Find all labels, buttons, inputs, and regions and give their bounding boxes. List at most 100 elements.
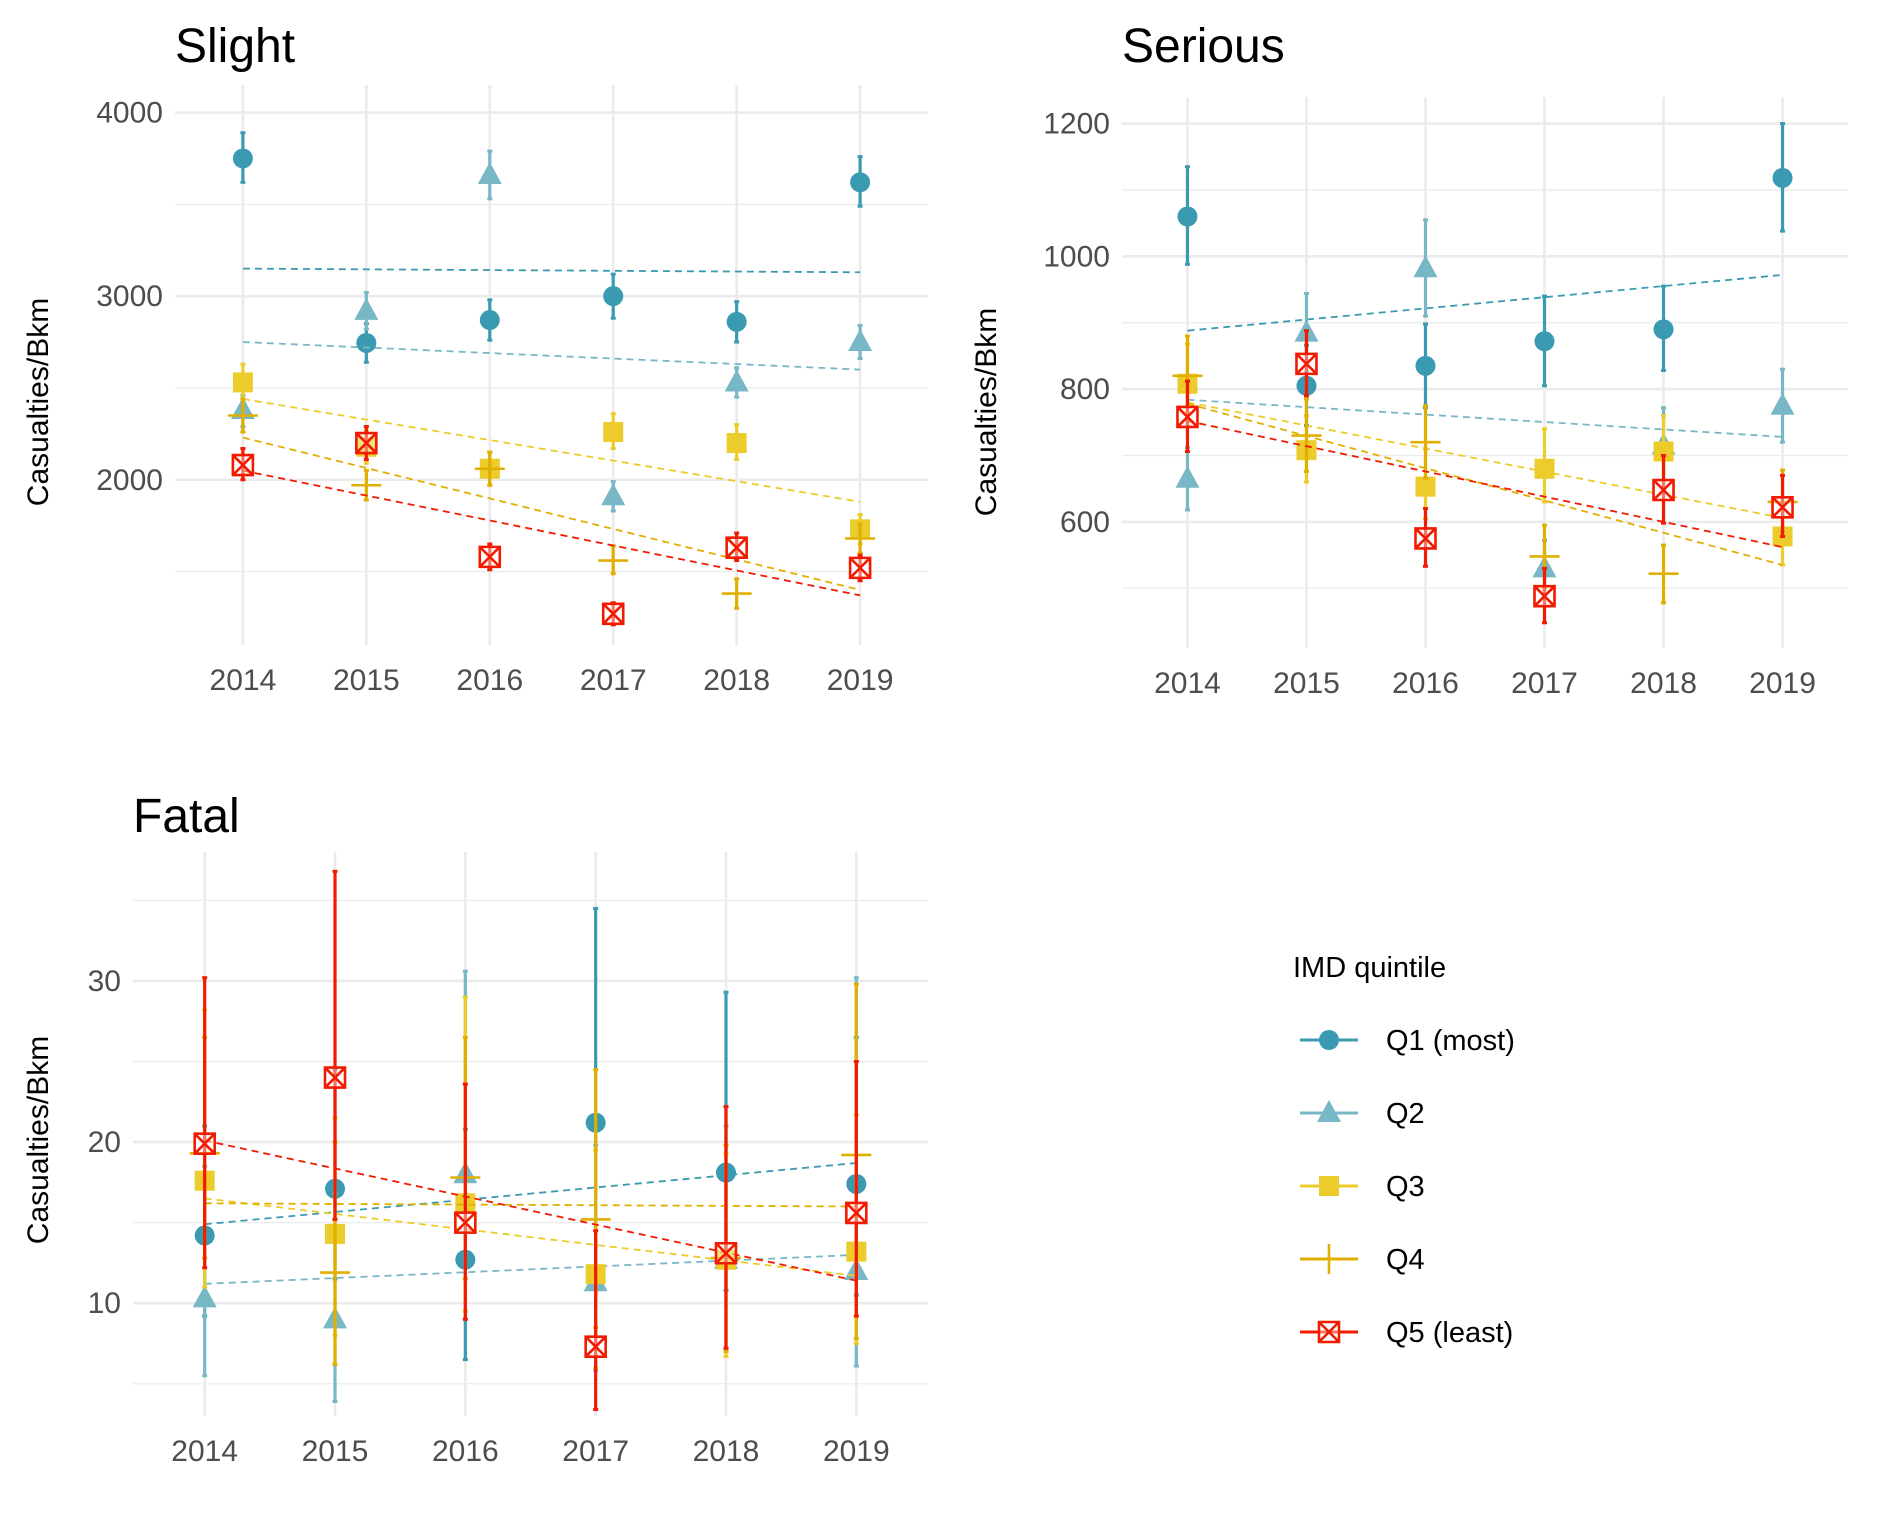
- data-point: [850, 172, 871, 193]
- series-fatal-3: [194, 995, 867, 1370]
- trend-line: [242, 436, 861, 591]
- legend-key-marker: [1317, 1320, 1341, 1344]
- data-point: [1415, 476, 1436, 497]
- y-tick-label: 800: [1060, 373, 1110, 406]
- panel-title-serious: Serious: [1122, 20, 1285, 73]
- series-slight-5: [231, 425, 872, 627]
- data-point: [598, 545, 629, 576]
- trend-line: [204, 1139, 857, 1282]
- data-point: [354, 297, 379, 320]
- x-tick-label: 2016: [456, 664, 523, 697]
- x-tick-label: 2019: [1749, 667, 1816, 700]
- data-point: [603, 422, 624, 443]
- data-point: [1534, 458, 1555, 479]
- legend-label: Q3: [1386, 1171, 1425, 1203]
- trend-line: [242, 398, 861, 503]
- data-point: [227, 400, 258, 431]
- x-tick-label: 2017: [580, 664, 647, 697]
- panel-title-slight: Slight: [175, 20, 295, 73]
- series-serious-3: [1177, 342, 1793, 567]
- data-point: [1175, 465, 1200, 488]
- series-slight-1: [232, 131, 871, 364]
- trend-line: [1187, 420, 1783, 548]
- x-tick-label: 2015: [333, 664, 400, 697]
- grid-slight: [175, 85, 928, 645]
- x-tick-label: 2014: [210, 664, 277, 697]
- legend-item-q2: Q2: [1300, 1098, 1425, 1130]
- series-serious-2: [1175, 218, 1795, 597]
- y-axis-title-slight: Casualties/Bkm: [22, 298, 55, 506]
- data-point: [1295, 352, 1318, 376]
- y-tick-label: 600: [1060, 506, 1110, 539]
- data-point: [477, 161, 502, 184]
- data-point: [845, 1201, 868, 1225]
- data-point: [1648, 558, 1679, 589]
- legend-item-q5: Q5 (least): [1300, 1317, 1513, 1349]
- data-point: [724, 369, 749, 392]
- data-point: [1534, 331, 1555, 352]
- data-point: [601, 602, 625, 626]
- grid-serious: [1122, 97, 1848, 648]
- data-point: [320, 1257, 351, 1288]
- y-axis-title-fatal: Casualties/Bkm: [22, 1036, 55, 1244]
- trend-line: [242, 341, 861, 371]
- legend-item-q3: Q3: [1300, 1171, 1425, 1203]
- data-point: [603, 286, 624, 307]
- y-tick-label: 30: [88, 965, 121, 998]
- legend-key-marker: [1314, 1244, 1344, 1274]
- legend-key-marker: [1317, 1100, 1341, 1122]
- data-point: [474, 453, 505, 484]
- data-point: [1415, 355, 1436, 376]
- data-point: [1770, 392, 1795, 415]
- series-slight-4: [227, 397, 876, 610]
- data-point: [478, 545, 502, 569]
- panel-fatal: Fatal Casualties/Bkm 10 20 30 2014 2015 2016 2…: [22, 790, 928, 1468]
- x-tick-label: 2014: [1154, 667, 1221, 700]
- series-fatal-1: [194, 906, 867, 1362]
- grid-fatal: [133, 852, 928, 1416]
- data-point: [726, 311, 747, 332]
- data-point: [231, 453, 255, 477]
- y-tick-label: 1200: [1043, 108, 1110, 141]
- series-fatal-2: [192, 969, 869, 1403]
- series-slight-2: [230, 149, 873, 513]
- trend-line: [1187, 401, 1783, 519]
- data-point: [1177, 206, 1198, 227]
- trend-line: [242, 267, 861, 274]
- x-tick-label: 2015: [302, 1435, 369, 1468]
- trend-line: [1187, 274, 1783, 332]
- data-point: [355, 431, 378, 455]
- data-point: [848, 556, 872, 580]
- data-point: [1533, 584, 1556, 608]
- trend-line: [204, 1253, 857, 1285]
- data-point: [848, 329, 873, 352]
- data-point: [479, 310, 500, 331]
- legend-item-q1: Q1 (most): [1300, 1025, 1515, 1057]
- data-point: [725, 536, 748, 559]
- x-tick-label: 2018: [693, 1435, 760, 1468]
- trend-line: [204, 1197, 857, 1277]
- y-tick-label: 20: [88, 1126, 121, 1159]
- trend-line: [1187, 398, 1783, 438]
- panel-slight: Slight Casualties/Bkm 2000 3000 4000 2014 20…: [22, 20, 928, 697]
- series-serious-1: [1177, 122, 1793, 428]
- data-point: [1176, 405, 1199, 429]
- data-point: [1653, 441, 1674, 462]
- data-point: [726, 433, 747, 454]
- x-tick-label: 2018: [1630, 667, 1697, 700]
- y-axis-title-serious: Casualties/Bkm: [970, 308, 1003, 516]
- series-serious-4: [1172, 334, 1798, 605]
- x-tick-label: 2016: [1392, 667, 1459, 700]
- panel-serious: Serious Casualties/Bkm 600 800 1000 1200 201…: [970, 20, 1848, 700]
- x-tick-label: 2015: [1273, 667, 1340, 700]
- y-tick-label: 2000: [96, 464, 163, 497]
- series-fatal-4: [189, 982, 872, 1366]
- trend-line: [204, 1202, 857, 1208]
- data-point: [192, 1285, 217, 1308]
- data-point: [232, 148, 253, 169]
- legend-key-marker: [1319, 1030, 1339, 1050]
- series-slight-3: [232, 362, 871, 546]
- data-point: [721, 578, 752, 609]
- data-point: [232, 372, 253, 393]
- data-point: [193, 1132, 216, 1155]
